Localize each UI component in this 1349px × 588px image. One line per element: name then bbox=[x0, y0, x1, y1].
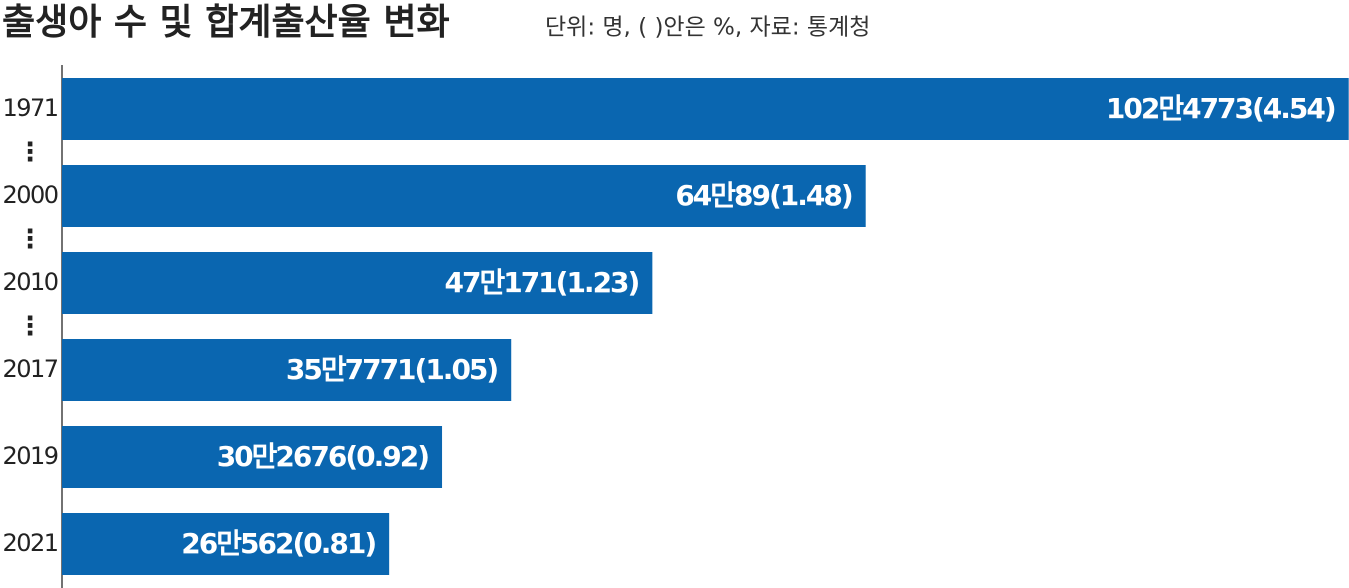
bar bbox=[62, 339, 512, 401]
chart-subtitle: 단위: 명, ( )안은 %, 자료: 통계청 bbox=[545, 15, 870, 41]
value-label: 26만562(0.81) bbox=[181, 527, 375, 560]
ellipsis: ⋮ bbox=[17, 225, 43, 255]
ellipsis: ⋮ bbox=[17, 312, 43, 342]
chart-title: 출생아 수 및 합계출산율 변화 bbox=[2, 2, 450, 43]
bar bbox=[62, 165, 866, 227]
y-tick-label: 1971 bbox=[2, 94, 57, 122]
ellipsis: ⋮ bbox=[17, 138, 43, 168]
bar bbox=[62, 513, 390, 575]
value-label: 30만2676(0.92) bbox=[217, 440, 429, 473]
bar bbox=[62, 78, 1349, 140]
y-tick-label: 2000 bbox=[2, 181, 57, 209]
value-label: 35만7771(1.05) bbox=[286, 353, 498, 386]
y-tick-label: 2021 bbox=[2, 529, 57, 557]
value-label: 47만171(1.23) bbox=[444, 266, 638, 299]
value-label: 64만89(1.48) bbox=[675, 179, 852, 212]
y-tick-label: 2010 bbox=[2, 268, 57, 296]
value-label: 102만4773(4.54) bbox=[1106, 92, 1335, 125]
bar bbox=[62, 426, 443, 488]
y-tick-label: 2017 bbox=[2, 355, 57, 383]
y-tick-label: 2019 bbox=[2, 442, 57, 470]
bar bbox=[62, 252, 653, 314]
